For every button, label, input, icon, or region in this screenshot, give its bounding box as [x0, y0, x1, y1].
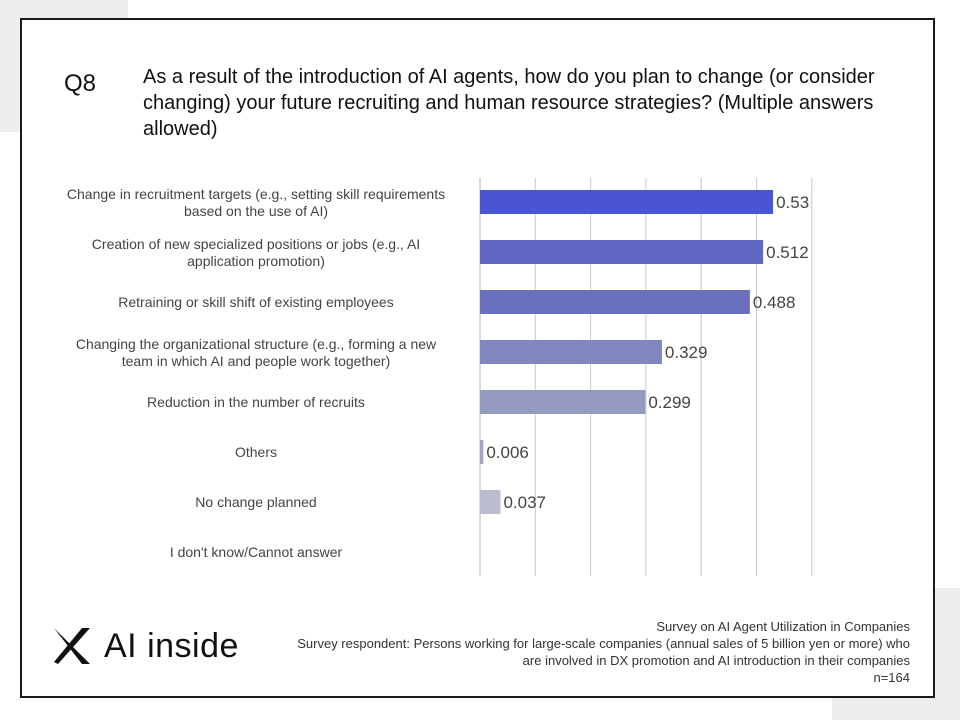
category-label: Reduction in the number of recruits	[147, 394, 365, 410]
category-label: Retraining or skill shift of existing em…	[118, 294, 393, 310]
category-label: Others	[235, 444, 277, 460]
bar	[480, 440, 484, 464]
gridlines	[479, 178, 813, 576]
bar	[480, 290, 750, 314]
bar	[480, 490, 501, 514]
question-text: As a result of the introduction of AI ag…	[143, 66, 875, 140]
bar	[480, 340, 662, 364]
data-label: 0.037	[503, 493, 546, 512]
category-label: Changing the organizational structure (e…	[76, 336, 437, 369]
bar	[480, 240, 764, 264]
category-label: Change in recruitment targets (e.g., set…	[67, 186, 445, 219]
data-label: 0.53	[776, 193, 809, 212]
category-label: I don't know/Cannot answer	[170, 544, 343, 560]
category-label: Creation of new specialized positions or…	[92, 236, 420, 269]
data-label: 0.512	[766, 243, 809, 262]
data-label: 0.488	[753, 293, 796, 312]
question-number: Q8	[64, 70, 97, 97]
footer-survey-title: Survey on AI Agent Utilization in Compan…	[656, 619, 910, 634]
data-label: 0.299	[648, 393, 691, 412]
company-logo: AI inside	[52, 626, 239, 666]
logo-text: AI inside	[104, 626, 239, 665]
slide-frame	[20, 18, 935, 698]
category-label: No change planned	[195, 494, 316, 510]
x-mark-icon	[54, 628, 90, 664]
footer-respondent-line-2: are involved in DX promotion and AI intr…	[522, 653, 910, 668]
data-label: 0.329	[665, 343, 708, 362]
footer-respondent-line-1: Survey respondent: Persons working for l…	[297, 636, 910, 651]
survey-footer: Survey on AI Agent Utilization in Compan…	[250, 618, 910, 686]
data-label: 0.006	[486, 443, 529, 462]
footer-sample-size: n=164	[873, 670, 910, 685]
bar	[480, 190, 774, 214]
bar	[480, 390, 646, 414]
